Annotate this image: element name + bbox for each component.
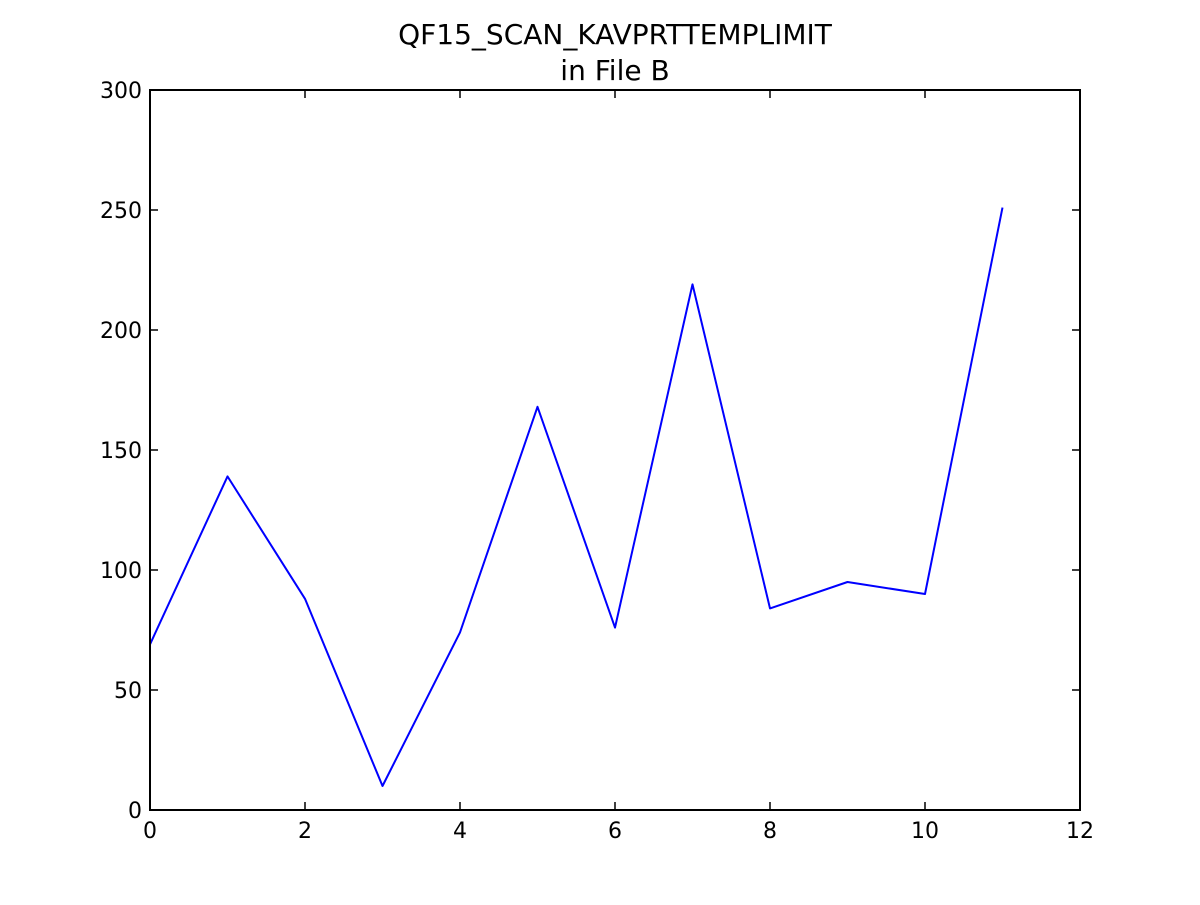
plot-area: 0 2 4 6 8 10 12 0 50 100 150 200 250 300 bbox=[100, 79, 1094, 844]
axes-frame bbox=[149, 89, 1081, 811]
x-tick-label: 0 bbox=[143, 819, 157, 844]
y-tick-label: 250 bbox=[100, 199, 142, 224]
x-tick-label: 12 bbox=[1066, 819, 1094, 844]
y-tick-label: 300 bbox=[100, 79, 142, 104]
series-line-0 bbox=[149, 207, 1004, 787]
y-tick-label: 50 bbox=[114, 679, 142, 704]
x-tick-label: 2 bbox=[298, 819, 312, 844]
x-tick-label: 4 bbox=[453, 819, 467, 844]
x-tick-label: 10 bbox=[911, 819, 939, 844]
x-tick-label: 6 bbox=[608, 819, 622, 844]
chart-subtitle: in File B bbox=[560, 54, 669, 87]
y-tick-label: 0 bbox=[128, 799, 142, 824]
chart-title: QF15_SCAN_KAVPRTTEMPLIMIT bbox=[398, 18, 833, 51]
x-tick-label: 8 bbox=[763, 819, 777, 844]
y-tick-label: 100 bbox=[100, 559, 142, 584]
y-tick-label: 200 bbox=[100, 319, 142, 344]
y-tick-label: 150 bbox=[100, 439, 142, 464]
